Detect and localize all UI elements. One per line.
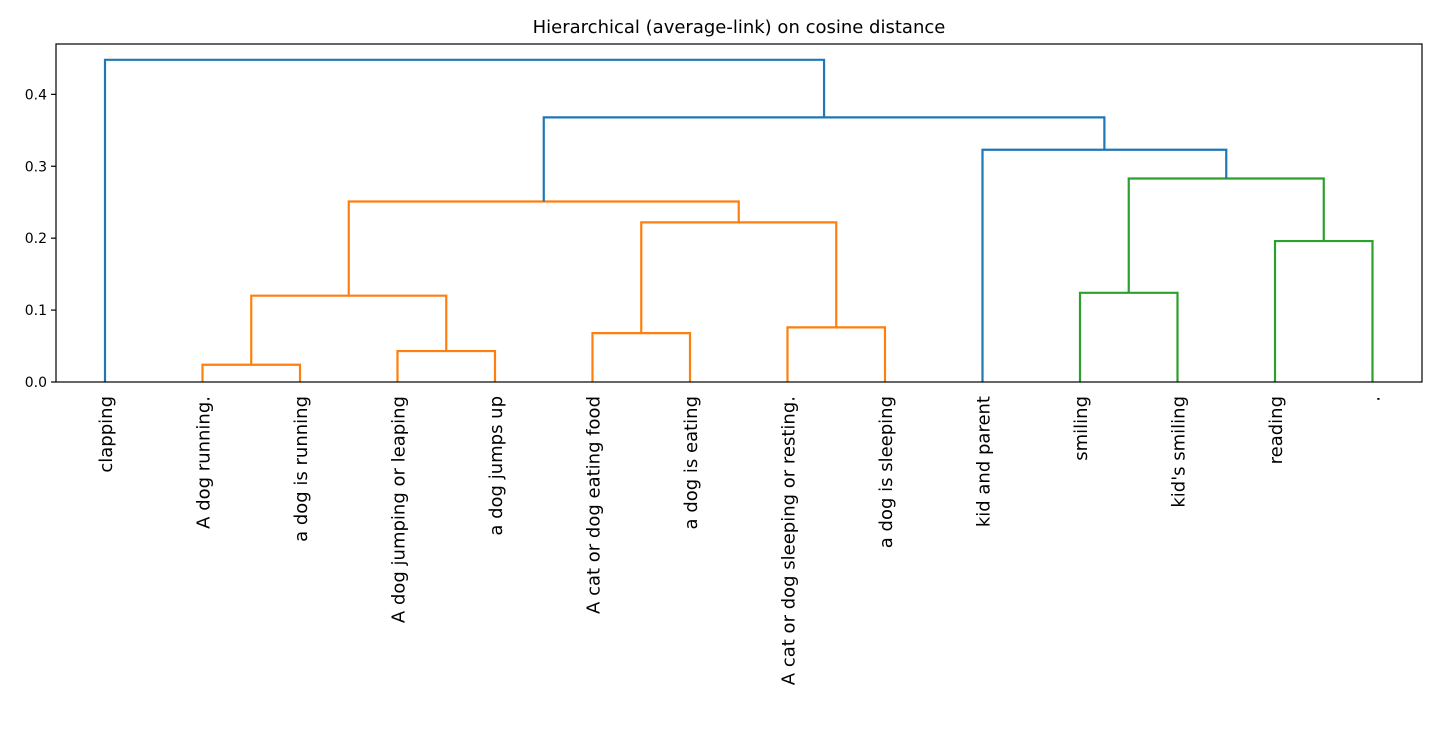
leaf-label: A dog jumping or leaping (389, 396, 410, 623)
dendrogram-link-8 (640, 221, 838, 334)
y-tick-label: 0.4 (25, 87, 47, 103)
leaf-label: A dog running. (194, 396, 215, 529)
dendrogram-link-4 (786, 326, 887, 382)
dendrogram-link-13 (103, 58, 826, 382)
chart-title: Hierarchical (average-link) on cosine di… (533, 17, 946, 38)
dendrogram-link-1 (201, 363, 302, 382)
leaf-label: a dog is eating (681, 396, 702, 529)
dendrogram-link-9 (347, 200, 740, 296)
plot-area-frame (55, 43, 1423, 383)
leaf-label: . (1364, 396, 1385, 402)
leaf-label: clapping (96, 396, 117, 473)
y-tick-label: 0.2 (25, 231, 47, 247)
leaf-label: a dog is running (291, 396, 312, 542)
y-tick-label: 0.0 (25, 375, 47, 391)
dendrogram-link-6 (250, 294, 448, 365)
dendrogram-link-12 (542, 116, 1106, 202)
leaf-label: reading (1266, 396, 1287, 464)
leaf-label: A cat or dog sleeping or resting. (779, 396, 800, 685)
leaf-label: a dog jumps up (486, 396, 507, 536)
leaf-label: a dog is sleeping (876, 396, 897, 548)
y-tick-label: 0.3 (25, 159, 47, 175)
dendrogram-link-5 (1078, 291, 1179, 382)
leaf-label: A cat or dog eating food (584, 396, 605, 614)
dendrogram-link-11 (981, 148, 1228, 382)
dendrogram-link-7 (1273, 239, 1374, 382)
y-axis: 0.0 0.1 0.2 0.3 0.4 (25, 87, 56, 391)
leaf-label: kid and parent (974, 396, 995, 527)
leaf-labels: clapping A dog running. a dog is running A … (96, 396, 1385, 685)
y-tick-label: 0.1 (25, 303, 47, 319)
dendrogram-link-2 (396, 349, 497, 382)
leaf-label: kid's smiling (1169, 396, 1190, 508)
dendrogram-link-3 (591, 331, 692, 382)
leaf-label: smiling (1071, 396, 1092, 461)
dendrogram-link-10 (1127, 177, 1325, 293)
dendrogram-links (103, 58, 1374, 382)
